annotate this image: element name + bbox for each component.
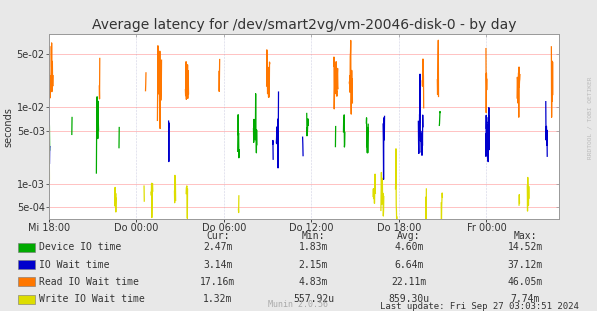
- Text: 4.83m: 4.83m: [298, 277, 328, 287]
- Text: Avg:: Avg:: [397, 231, 421, 241]
- Text: 2.15m: 2.15m: [298, 260, 328, 270]
- Text: 37.12m: 37.12m: [507, 260, 543, 270]
- Text: RRDTOOL / TOBI OETIKER: RRDTOOL / TOBI OETIKER: [588, 77, 593, 160]
- Text: Min:: Min:: [301, 231, 325, 241]
- Text: Max:: Max:: [513, 231, 537, 241]
- Text: Write IO Wait time: Write IO Wait time: [39, 295, 144, 304]
- Text: 46.05m: 46.05m: [507, 277, 543, 287]
- Text: 3.14m: 3.14m: [203, 260, 233, 270]
- Text: 859.30u: 859.30u: [389, 295, 429, 304]
- Bar: [18, 243, 35, 252]
- Text: 1.83m: 1.83m: [298, 242, 328, 252]
- Bar: [18, 277, 35, 286]
- Text: 1.32m: 1.32m: [203, 295, 233, 304]
- Text: Read IO Wait time: Read IO Wait time: [39, 277, 139, 287]
- Bar: [18, 295, 35, 304]
- Y-axis label: seconds: seconds: [4, 107, 14, 147]
- Text: Last update: Fri Sep 27 03:03:51 2024: Last update: Fri Sep 27 03:03:51 2024: [380, 302, 579, 311]
- Text: Cur:: Cur:: [206, 231, 230, 241]
- Text: 2.47m: 2.47m: [203, 242, 233, 252]
- Text: 557.92u: 557.92u: [293, 295, 334, 304]
- Text: 17.16m: 17.16m: [200, 277, 236, 287]
- Bar: [18, 261, 35, 269]
- Text: 7.74m: 7.74m: [510, 295, 540, 304]
- Text: 4.60m: 4.60m: [394, 242, 424, 252]
- Text: 14.52m: 14.52m: [507, 242, 543, 252]
- Text: 22.11m: 22.11m: [391, 277, 427, 287]
- Text: IO Wait time: IO Wait time: [39, 260, 109, 270]
- Text: 6.64m: 6.64m: [394, 260, 424, 270]
- Text: Device IO time: Device IO time: [39, 242, 121, 252]
- Title: Average latency for /dev/smart2vg/vm-20046-disk-0 - by day: Average latency for /dev/smart2vg/vm-200…: [92, 18, 516, 32]
- Text: Munin 2.0.56: Munin 2.0.56: [269, 300, 328, 309]
